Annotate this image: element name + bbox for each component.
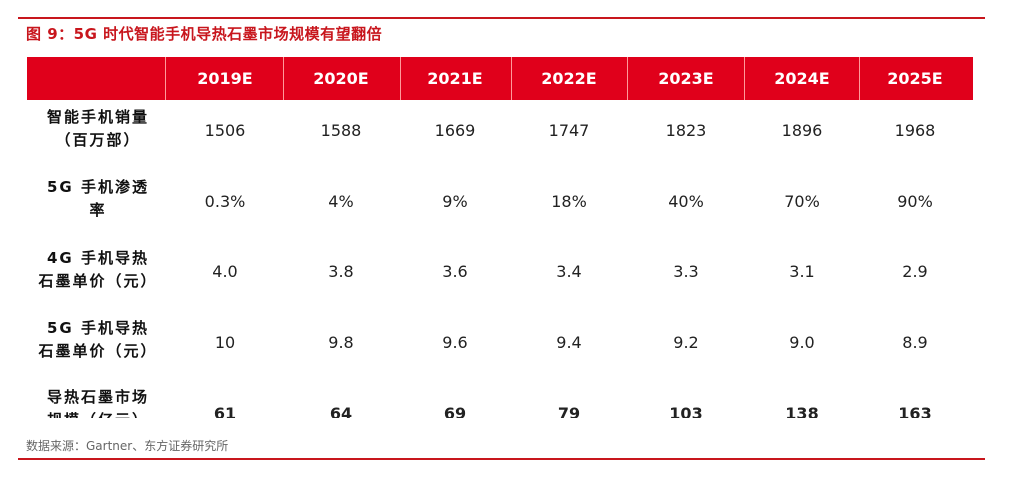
table-cell: 0.3% — [204, 192, 246, 211]
table-header-band — [27, 57, 973, 100]
row-label-5g-graphite-price: 5G 手机导热 石墨单价（元） — [28, 317, 168, 363]
row-label-line: 5G 手机渗透 — [47, 178, 149, 196]
table-cell: 1747 — [548, 121, 590, 140]
row-label-line: 规模（亿元） — [28, 409, 168, 418]
column-header-2023e: 2023E — [658, 69, 714, 88]
column-header-2019e: 2019E — [197, 69, 253, 88]
figure-title: 图 9：5G 时代智能手机导热石墨市场规模有望翻倍 — [26, 25, 383, 43]
table-cell: 1823 — [665, 121, 707, 140]
table-cell: 90% — [897, 192, 933, 211]
column-separator — [511, 57, 512, 100]
row-label-line: 石墨单价（元） — [38, 272, 158, 290]
table-cell: 1669 — [434, 121, 476, 140]
table-cell: 103 — [669, 404, 703, 418]
table-cell: 1506 — [204, 121, 246, 140]
column-separator — [283, 57, 284, 100]
row-label-graphite-market-size: 导热石墨市场 规模（亿元） — [28, 386, 168, 418]
table-cell: 3.4 — [556, 262, 582, 281]
column-header-2024e: 2024E — [774, 69, 830, 88]
table-cell: 9% — [442, 192, 468, 211]
table-cell: 163 — [898, 404, 932, 418]
table-cell: 9.6 — [442, 333, 468, 352]
row-label-line: 5G 手机导热 — [47, 319, 149, 337]
row-label-line: 率 — [89, 201, 107, 219]
row-label-line: （百万部） — [55, 131, 141, 149]
table-cell: 64 — [329, 404, 353, 418]
table-cell: 3.8 — [328, 262, 354, 281]
table-cell: 8.9 — [902, 333, 928, 352]
column-separator — [627, 57, 628, 100]
table-cell: 70% — [784, 192, 820, 211]
table-cell: 79 — [557, 404, 581, 418]
row-label-4g-graphite-price: 4G 手机导热 石墨单价（元） — [28, 247, 168, 293]
table-cell: 3.6 — [442, 262, 468, 281]
table-cell: 2.9 — [902, 262, 928, 281]
table-cell: 4% — [328, 192, 354, 211]
row-label-line: 导热石墨市场 — [46, 388, 149, 406]
table-cell: 1896 — [781, 121, 823, 140]
source-note: 数据来源：Gartner、东方证券研究所 — [26, 439, 229, 453]
table-cell: 61 — [213, 404, 237, 418]
table-cell: 9.0 — [789, 333, 815, 352]
column-separator — [165, 57, 166, 100]
row-label-5g-penetration: 5G 手机渗透 率 — [28, 176, 168, 222]
row-label-line: 4G 手机导热 — [47, 249, 149, 267]
bottom-rule — [18, 458, 985, 460]
column-separator — [859, 57, 860, 100]
row-label-line: 石墨单价（元） — [38, 342, 158, 360]
table-cell: 3.1 — [789, 262, 815, 281]
column-header-2021e: 2021E — [427, 69, 483, 88]
table-cell: 10 — [214, 333, 236, 352]
column-header-2020e: 2020E — [313, 69, 369, 88]
row-label-smartphone-sales: 智能手机销量 （百万部） — [28, 106, 168, 152]
column-separator — [400, 57, 401, 100]
table-cell: 69 — [443, 404, 467, 418]
table-cell: 4.0 — [212, 262, 238, 281]
column-header-2022e: 2022E — [541, 69, 597, 88]
table-cell: 9.2 — [673, 333, 699, 352]
table-cell: 40% — [668, 192, 704, 211]
row-label-line: 智能手机销量 — [46, 108, 149, 126]
top-rule — [18, 17, 985, 19]
table-cell: 138 — [785, 404, 819, 418]
table-cell: 9.8 — [328, 333, 354, 352]
column-header-2025e: 2025E — [887, 69, 943, 88]
table-cell: 9.4 — [556, 333, 582, 352]
table-cell: 1968 — [894, 121, 936, 140]
table-cell: 18% — [551, 192, 587, 211]
table-cell: 1588 — [320, 121, 362, 140]
table-body: 智能手机销量 （百万部） 1506 1588 1669 1747 1823 18… — [28, 106, 936, 418]
column-separator — [744, 57, 745, 100]
table-cell: 3.3 — [673, 262, 699, 281]
